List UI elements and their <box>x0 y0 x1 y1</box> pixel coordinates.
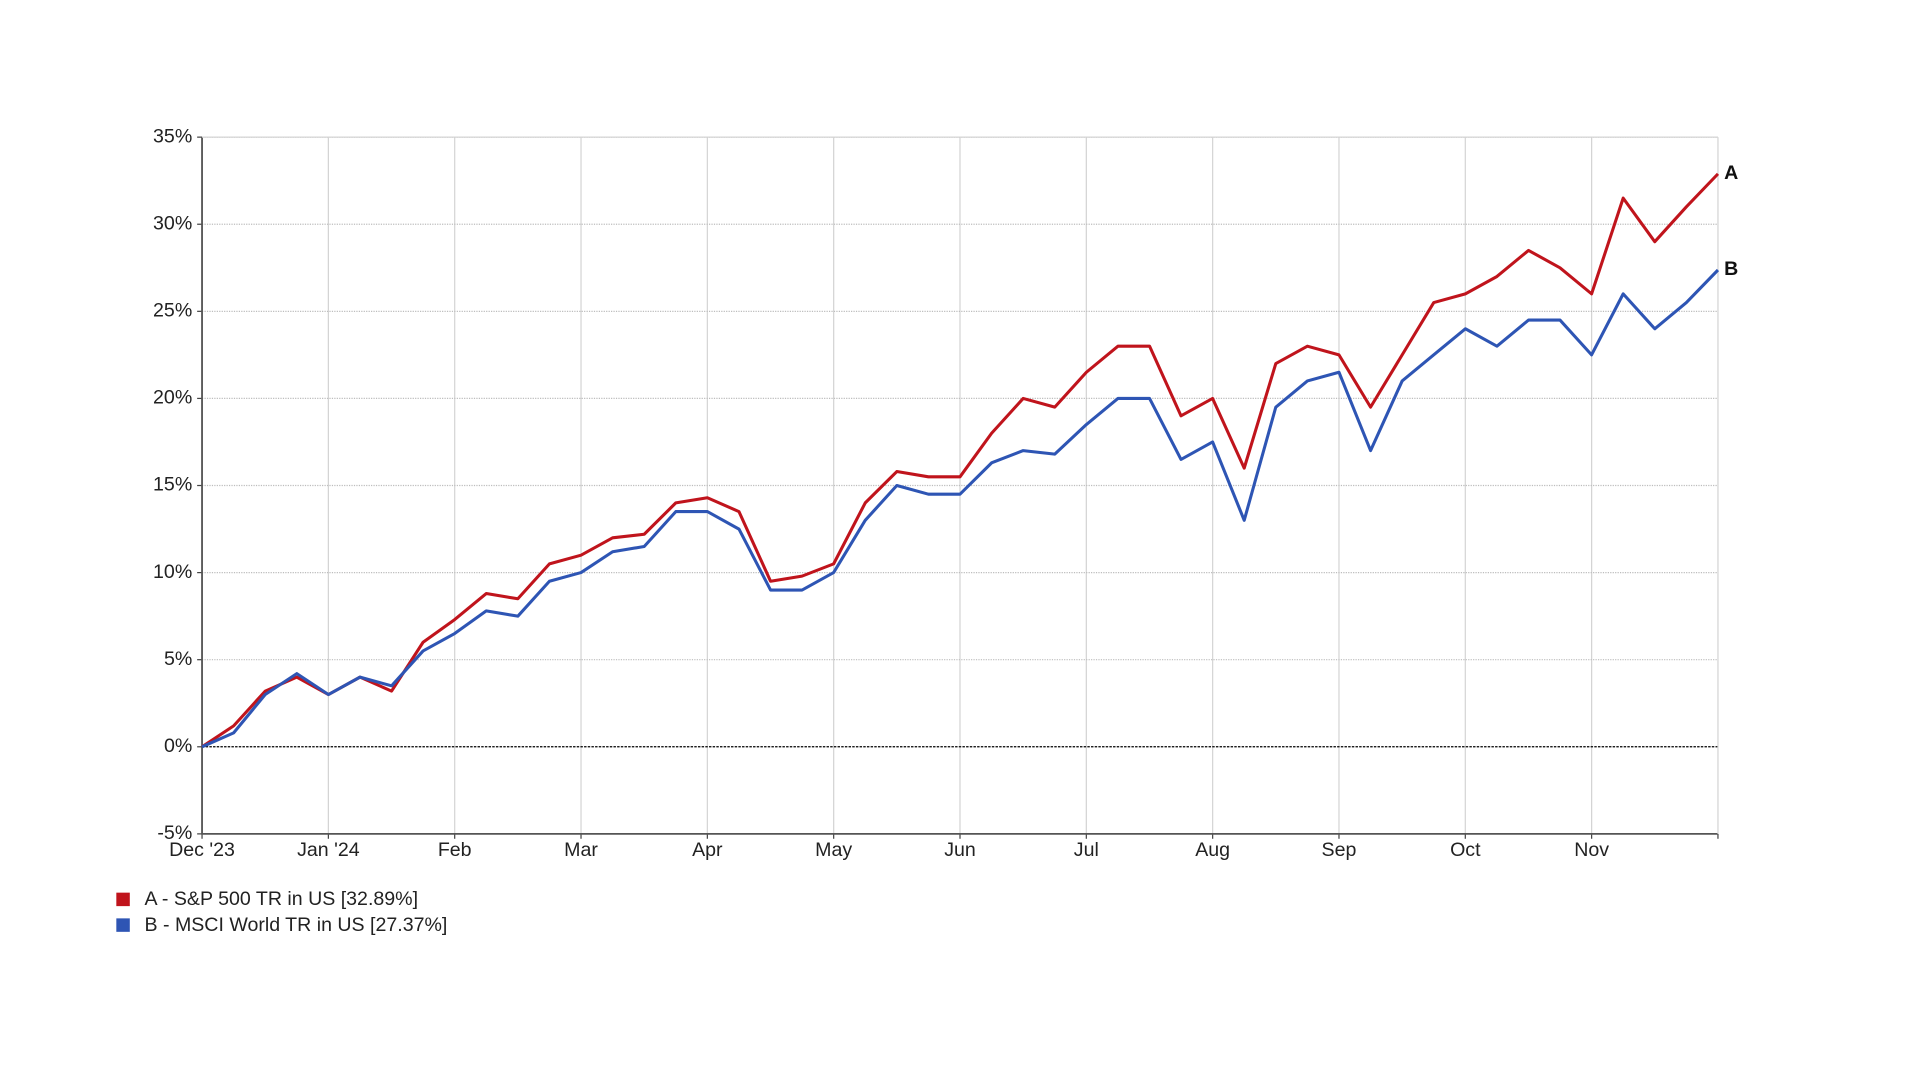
y-tick-label: 0% <box>164 735 192 757</box>
y-tick-label: 15% <box>153 474 192 496</box>
legend-label: B - MSCI World TR in US [27.37%] <box>144 914 447 936</box>
legend-label: A - S&P 500 TR in US [32.89%] <box>144 888 418 910</box>
y-tick-label: 35% <box>153 125 192 147</box>
y-tick-label: 20% <box>153 387 192 409</box>
y-tick-label: 25% <box>153 299 192 321</box>
x-tick-label: Jul <box>1074 839 1099 861</box>
y-tick-label: 30% <box>153 212 192 234</box>
y-tick-label: 10% <box>153 561 192 583</box>
x-tick-label: May <box>815 839 852 861</box>
x-tick-label: Feb <box>438 839 472 861</box>
y-tick-label: 5% <box>164 648 192 670</box>
end-label: A <box>1724 162 1738 184</box>
y-tick-label: -5% <box>157 822 192 844</box>
x-tick-label: Aug <box>1195 839 1230 861</box>
x-tick-label: Oct <box>1450 839 1481 861</box>
x-tick-label: Apr <box>692 839 723 861</box>
x-tick-label: Nov <box>1574 839 1609 861</box>
series-line <box>201 268 1720 749</box>
legend-swatch <box>116 892 130 907</box>
x-tick-label: Mar <box>564 839 598 861</box>
legend-swatch <box>116 918 130 932</box>
end-label: B <box>1724 258 1738 280</box>
x-tick-label: Jun <box>944 839 976 861</box>
series-line <box>201 172 1720 749</box>
x-tick-label: Dec '23 <box>169 839 235 861</box>
x-tick-label: Sep <box>1322 839 1357 861</box>
x-tick-label: Jan '24 <box>297 839 360 861</box>
